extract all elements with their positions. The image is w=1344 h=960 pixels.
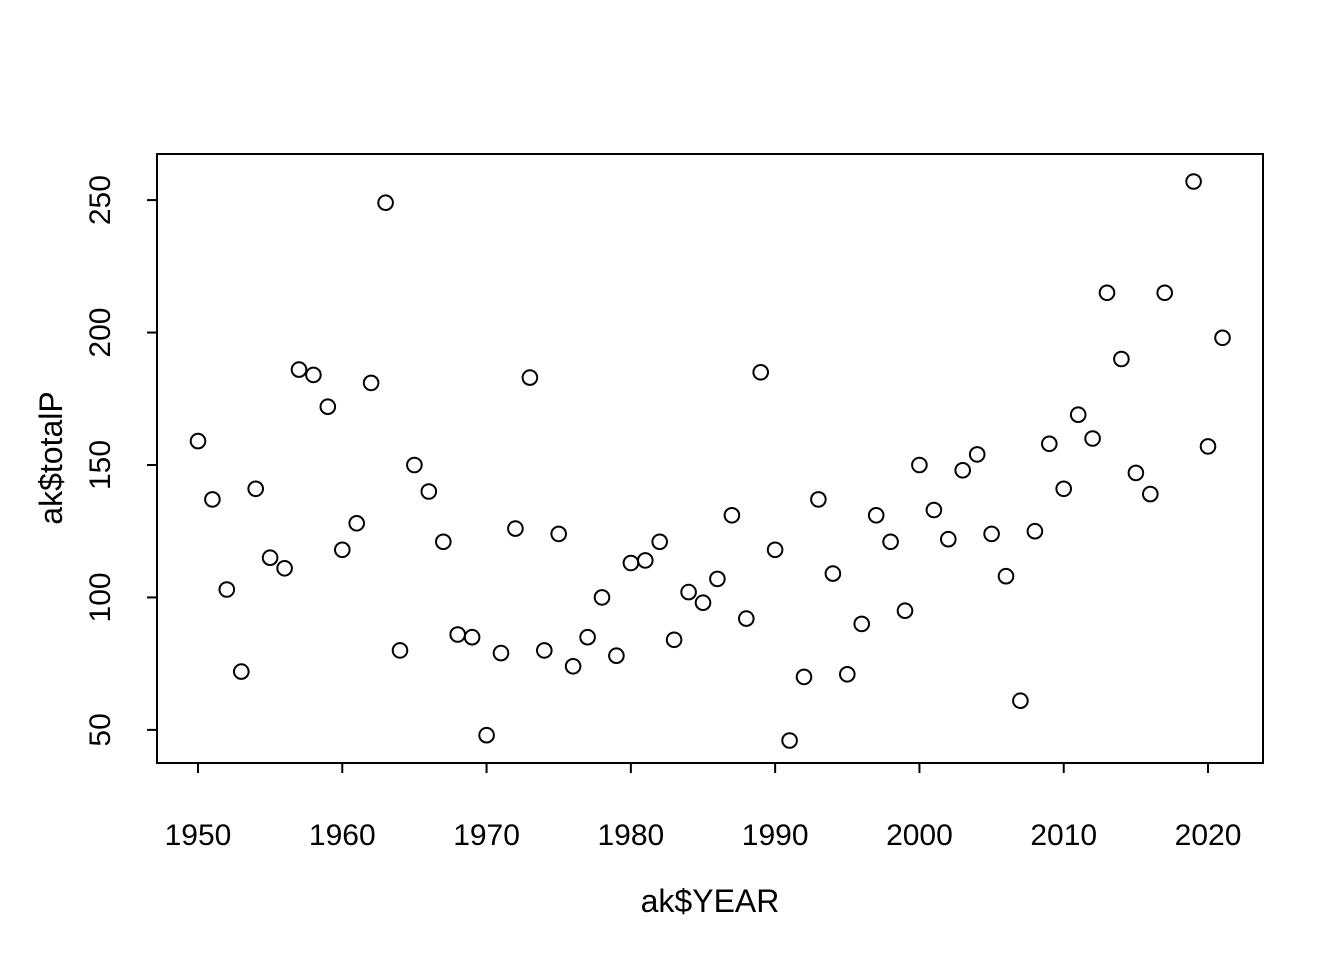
x-tick-label: 1950 <box>165 819 232 852</box>
data-point <box>651 533 669 551</box>
x-tick-label: 1990 <box>742 819 809 852</box>
data-point <box>218 581 236 598</box>
data-point <box>795 668 813 686</box>
data-point <box>1142 485 1159 503</box>
data-point <box>362 374 380 392</box>
x-tick-label: 1980 <box>597 819 664 852</box>
data-point <box>521 369 539 386</box>
data-point <box>449 626 467 643</box>
data-point <box>377 194 394 211</box>
data-point <box>492 644 510 662</box>
plot-border <box>156 153 1264 764</box>
data-point <box>463 628 481 646</box>
data-point <box>247 480 264 498</box>
data-point <box>1185 173 1202 190</box>
data-point <box>997 567 1015 585</box>
data-point <box>680 583 697 601</box>
x-tick-label: 2010 <box>1030 819 1097 852</box>
data-point <box>911 456 928 474</box>
data-point <box>261 549 279 567</box>
data-point <box>694 594 712 612</box>
data-point <box>579 628 596 646</box>
data-point <box>1127 464 1145 482</box>
data-point <box>319 398 337 416</box>
data-point <box>276 560 293 577</box>
data-point <box>925 501 943 519</box>
data-point <box>781 732 798 749</box>
y-axis-title: ak$totalP <box>33 391 69 524</box>
data-point <box>536 642 553 659</box>
data-point <box>1156 284 1173 302</box>
data-point <box>882 533 899 551</box>
data-point <box>709 570 726 588</box>
data-point <box>1069 406 1087 424</box>
data-point <box>637 552 654 569</box>
data-point <box>478 726 495 744</box>
data-point <box>723 507 741 524</box>
data-point <box>1012 692 1029 710</box>
data-point <box>810 491 827 508</box>
data-point <box>824 565 842 582</box>
data-point <box>406 456 423 474</box>
data-point <box>1199 438 1217 455</box>
x-axis-title: ak$YEAR <box>641 883 780 919</box>
y-axis: 50 100 150 200 250 <box>84 175 157 747</box>
y-tick-label: 200 <box>84 308 117 358</box>
data-point <box>896 602 914 620</box>
x-tick-label: 1960 <box>309 819 376 852</box>
data-point <box>839 666 856 683</box>
data-point <box>507 520 524 537</box>
data-point <box>1055 480 1072 498</box>
data-point <box>435 533 452 551</box>
data-point <box>1214 329 1231 347</box>
y-tick-label: 150 <box>84 440 117 490</box>
data-point <box>305 366 322 384</box>
data-point <box>1098 284 1116 302</box>
data-point <box>983 525 1000 543</box>
data-point <box>622 554 640 572</box>
data-point <box>867 507 885 524</box>
data-point <box>766 541 784 559</box>
x-tick-label: 2000 <box>886 819 953 852</box>
data-point <box>564 658 582 675</box>
data-point <box>348 515 366 532</box>
data-point <box>391 642 409 659</box>
y-tick-label: 100 <box>84 572 117 622</box>
data-point <box>738 610 755 627</box>
data-point <box>593 589 611 606</box>
data-point <box>1026 522 1044 540</box>
x-tick-label: 2020 <box>1175 819 1242 852</box>
data-point <box>752 364 770 381</box>
x-axis: 1950 1960 1970 1980 1990 2000 2010 2020 <box>165 763 1242 852</box>
y-tick-label: 250 <box>84 175 117 225</box>
data-point <box>968 446 986 463</box>
data-point <box>608 647 625 665</box>
data-point <box>189 432 207 450</box>
data-point <box>334 541 351 559</box>
y-tick-label: 50 <box>84 713 117 746</box>
data-point <box>204 491 221 508</box>
data-point <box>940 530 957 548</box>
data-point <box>853 615 871 633</box>
data-point <box>420 483 438 500</box>
data-point <box>665 631 683 649</box>
data-point <box>233 663 250 680</box>
data-point <box>550 525 568 543</box>
data-point <box>1084 430 1101 447</box>
data-point <box>1113 350 1130 368</box>
data-point <box>290 361 308 378</box>
data-point <box>954 462 972 479</box>
x-tick-label: 1970 <box>453 819 520 852</box>
points-layer <box>189 173 1231 749</box>
data-point <box>1041 435 1058 453</box>
